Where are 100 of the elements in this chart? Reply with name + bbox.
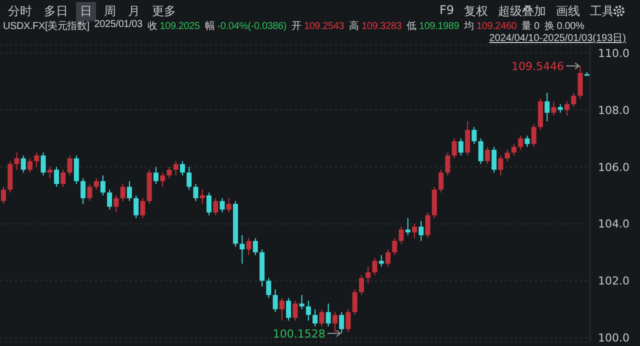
candlestick	[266, 277, 272, 298]
candlestick	[492, 146, 497, 174]
candlestick	[511, 144, 516, 156]
text: 月	[128, 4, 140, 18]
candlestick	[458, 138, 464, 156]
text: 2024/04/10-2025/01/03(193日)	[489, 33, 626, 44]
text: 幅 -0.04%(-0.0386)	[204, 20, 287, 33]
candlestick	[418, 220, 424, 242]
candlestick	[126, 180, 132, 202]
candlestick	[504, 149, 510, 162]
text: 开 109.2543	[292, 20, 344, 33]
y-tick-label: 104.0	[598, 218, 630, 231]
candlestick	[74, 154, 79, 184]
y-tick-label: 106.0	[598, 160, 630, 174]
text: 均 109.2460	[464, 20, 517, 33]
candlestick	[173, 160, 178, 176]
candlestick	[272, 288, 278, 313]
candlestick	[524, 135, 530, 148]
text: 量 0	[522, 20, 540, 33]
candlestick	[1, 186, 6, 204]
candlestick	[358, 274, 364, 296]
candlestick	[339, 312, 344, 334]
candlestick	[438, 169, 444, 194]
candlestick	[326, 303, 331, 327]
candlestick	[100, 174, 106, 196]
y-tick-label: 100.0	[598, 332, 630, 345]
text: F9	[439, 3, 454, 19]
candlestick	[34, 152, 40, 168]
candlestick	[299, 294, 304, 310]
candlestick	[465, 120, 470, 156]
candlestick	[186, 166, 192, 190]
text: 复权	[464, 3, 488, 20]
candlestick	[220, 198, 225, 213]
candlestick	[564, 100, 570, 116]
candlestick	[472, 126, 477, 145]
candlestick	[226, 198, 232, 213]
candlestick	[544, 92, 550, 122]
candlestick	[54, 166, 60, 188]
annotation: 109.5446	[512, 60, 564, 73]
candlestick	[518, 135, 524, 150]
candlestick	[28, 158, 33, 174]
candlestick	[372, 257, 378, 276]
candlestick	[578, 65, 583, 100]
candlestick	[160, 172, 166, 188]
candlestick	[153, 166, 158, 184]
candlestick	[398, 226, 404, 244]
text: 多日	[43, 3, 69, 20]
candlestick	[134, 194, 139, 219]
candlestick	[346, 308, 351, 333]
candlestick	[87, 183, 92, 202]
candlestick	[140, 198, 146, 219]
y-tick-label: 108.0	[598, 104, 630, 117]
text: 更多	[151, 3, 177, 20]
annotation: 100.1528	[272, 327, 326, 340]
candlestick	[319, 308, 324, 327]
candlestick	[531, 124, 536, 148]
text: 超级叠加	[498, 3, 546, 20]
chart-title: USDX.FX[美元指数]	[3, 20, 90, 33]
text: 工具	[590, 3, 614, 20]
candlestick	[180, 160, 185, 176]
candlestick	[60, 169, 66, 188]
candlestick	[332, 312, 338, 333]
candlestick	[252, 238, 258, 256]
text: 分时	[7, 3, 33, 20]
text: 周	[104, 4, 116, 18]
text: 画线	[556, 3, 580, 20]
candlestick	[107, 189, 112, 210]
candlestick	[366, 266, 371, 284]
candlestick	[14, 152, 20, 170]
candlestick	[279, 297, 284, 322]
candlestick	[385, 248, 390, 268]
y-tick-label: 110.0	[598, 46, 630, 60]
text: 高 109.3283	[349, 20, 402, 33]
candlestick	[286, 297, 292, 322]
text: 日	[76, 2, 96, 21]
candlestick	[452, 138, 457, 159]
candlestick	[193, 183, 198, 202]
candlestick	[412, 223, 418, 239]
y-tick-label: 102.0	[598, 274, 630, 288]
candlestick	[405, 218, 410, 236]
candlestick	[94, 178, 99, 190]
candlestick	[20, 154, 26, 174]
candlestick	[352, 288, 358, 316]
candlestick	[240, 234, 245, 264]
candlestick	[306, 300, 311, 322]
candlestick	[392, 238, 398, 256]
candlestick	[312, 308, 318, 327]
candlestick	[213, 198, 218, 216]
candlestick	[166, 166, 172, 179]
candlestick	[40, 152, 46, 176]
chart-subtitle: 2025/01/03	[94, 19, 142, 32]
candlestick	[571, 92, 576, 108]
candlestick	[445, 152, 450, 176]
candlestick	[484, 146, 490, 165]
candlestick	[206, 192, 212, 216]
text: 换 0.00%	[544, 20, 584, 33]
candlestick	[246, 238, 252, 256]
candlestick	[80, 178, 86, 204]
candlestick	[67, 154, 72, 176]
text: 低 109.1989	[406, 20, 460, 33]
